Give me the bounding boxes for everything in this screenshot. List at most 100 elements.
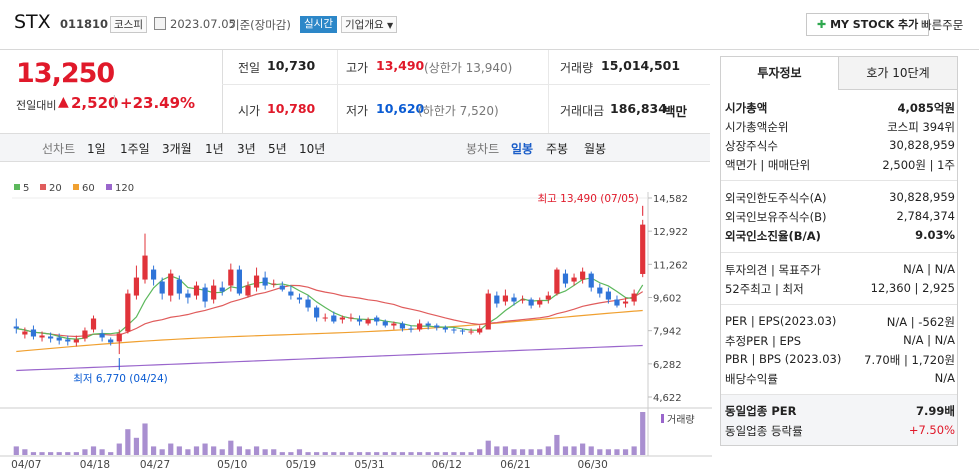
period-1w[interactable]: 1주일: [120, 142, 150, 156]
volume-bar: [331, 452, 337, 455]
x-tick-label: 06/12: [432, 459, 462, 471]
volume-bar: [65, 452, 71, 455]
quick-order-link[interactable]: 빠른주문: [921, 18, 964, 32]
industry-per-row[interactable]: 동일업종 PER 7.99배: [725, 403, 955, 421]
industry-per-label: 동일업종 PER: [725, 404, 797, 418]
change-amount: 2,520: [71, 94, 119, 112]
candle-body: [631, 293, 637, 302]
info-row: 52주최고 | 최저 12,360 | 2,925: [725, 281, 955, 299]
candle-body: [554, 269, 560, 294]
candle-body: [502, 295, 509, 302]
y-tick-label: 11,262: [653, 260, 688, 271]
info-label: PBR | BPS (2023.03): [725, 352, 842, 366]
candle-monthly[interactable]: 월봉: [584, 142, 607, 156]
info-value: N/A: [934, 371, 955, 385]
low-annotation: 최저 6,770 (04/24): [73, 373, 168, 385]
stock-name: STX: [14, 11, 51, 33]
legend-label: 5: [23, 183, 29, 194]
info-row: PBR | BPS (2023.03) 7.70배 | 1,720원: [725, 352, 955, 370]
company-info-dropdown[interactable]: 기업개요 ▼: [341, 16, 398, 33]
candle-body: [159, 281, 165, 294]
high-label: 고가: [346, 61, 369, 75]
volume-bar: [597, 449, 603, 455]
candle-body: [99, 333, 105, 338]
volume-bar: [399, 452, 406, 455]
stock-code: 011810: [60, 17, 109, 31]
volume-bar: [494, 446, 500, 455]
stock-header: STX 011810 코스피 2023.07.05 기준(장마감) 실시간 기업…: [0, 0, 979, 50]
info-label: 액면가 | 매매단위: [725, 158, 811, 172]
volume-bar: [73, 452, 79, 455]
info-label: 시가총액: [725, 101, 768, 115]
period-10y[interactable]: 10년: [299, 142, 326, 156]
side-panel: [720, 56, 958, 446]
legend-swatch: [14, 184, 20, 190]
candle-body: [374, 317, 380, 322]
candle-body: [399, 323, 406, 329]
volume-bar: [168, 443, 174, 455]
candle-body: [459, 330, 466, 332]
amount-value: 186,834: [610, 101, 667, 116]
chevron-down-icon: ▼: [386, 21, 394, 30]
low-value: 10,620: [376, 101, 425, 116]
industry-rate-row[interactable]: 동일업종 등락률 +7.50%: [725, 423, 955, 441]
volume-bar: [588, 446, 594, 455]
period-3y[interactable]: 3년: [237, 142, 256, 156]
volume-bar: [434, 452, 440, 455]
period-bar: [0, 134, 710, 162]
candle-body: [382, 321, 388, 326]
volume-bar: [202, 443, 208, 455]
candle-body: [108, 339, 114, 343]
info-value: 7.70배 | 1,720원: [864, 353, 955, 367]
realtime-button[interactable]: 실시간: [300, 16, 337, 33]
period-3m[interactable]: 3개월: [162, 142, 192, 156]
volume-bar: [442, 452, 448, 455]
market-badge: 코스피: [110, 16, 147, 33]
high-annotation: 최고 13,490 (07/05): [538, 193, 639, 205]
y-tick-label: 12,922: [653, 227, 688, 238]
volume-bar: [159, 449, 165, 455]
info-value: 4,085억원: [897, 101, 955, 115]
candle-weekly[interactable]: 주봉: [546, 142, 569, 156]
candle-body: [305, 299, 311, 308]
volume-bar: [253, 446, 260, 455]
x-tick-label: 04/18: [80, 459, 110, 471]
industry-rate-value: +7.50%: [908, 423, 955, 437]
info-row: 시가총액순위 코스피 394위: [725, 119, 955, 137]
period-1y[interactable]: 1년: [205, 142, 224, 156]
price-chart[interactable]: 5 20 60 120 14,582 12,922 11,262 9,602 7,942 6,28…: [0, 172, 712, 475]
calendar-icon: [154, 17, 166, 30]
period-5y[interactable]: 5년: [268, 142, 287, 156]
candle-body: [125, 293, 131, 332]
volume-bar: [30, 452, 37, 455]
volume-bar: [176, 446, 182, 455]
candle-body: [30, 329, 37, 337]
x-tick-label: 04/07: [11, 459, 41, 471]
candle-body: [597, 287, 603, 294]
candle-body: [640, 224, 646, 274]
info-value: 9.03%: [915, 228, 955, 242]
candle-daily[interactable]: 일봉: [511, 142, 534, 156]
volume-label: 거래량: [667, 414, 695, 426]
candle-body: [545, 295, 551, 300]
y-tick-label: 9,602: [653, 294, 682, 305]
volume-bar: [279, 452, 285, 455]
candle-body: [434, 325, 440, 328]
y-tick-label: 6,282: [653, 360, 682, 371]
open-value: 10,780: [267, 101, 316, 116]
tab-investment-info[interactable]: 투자정보: [721, 57, 839, 90]
company-info-label: 기업개요: [345, 19, 384, 31]
candle-body: [39, 335, 45, 338]
candle-body: [519, 299, 526, 301]
tab-order-book[interactable]: 호가 10단계: [839, 57, 957, 90]
base-date-suffix: 기준(장마감): [229, 18, 291, 32]
y-tick-label: 4,622: [653, 393, 682, 404]
volume-bar: [614, 449, 620, 455]
my-stock-label: MY STOCK 추가: [830, 18, 919, 31]
period-1d[interactable]: 1일: [87, 142, 106, 156]
info-value: N/A | N/A: [903, 262, 955, 276]
candle-body: [245, 285, 251, 296]
volume-bar: [365, 452, 371, 455]
my-stock-add-button[interactable]: ✚ MY STOCK 추가: [806, 13, 930, 36]
candle-body: [228, 269, 234, 286]
